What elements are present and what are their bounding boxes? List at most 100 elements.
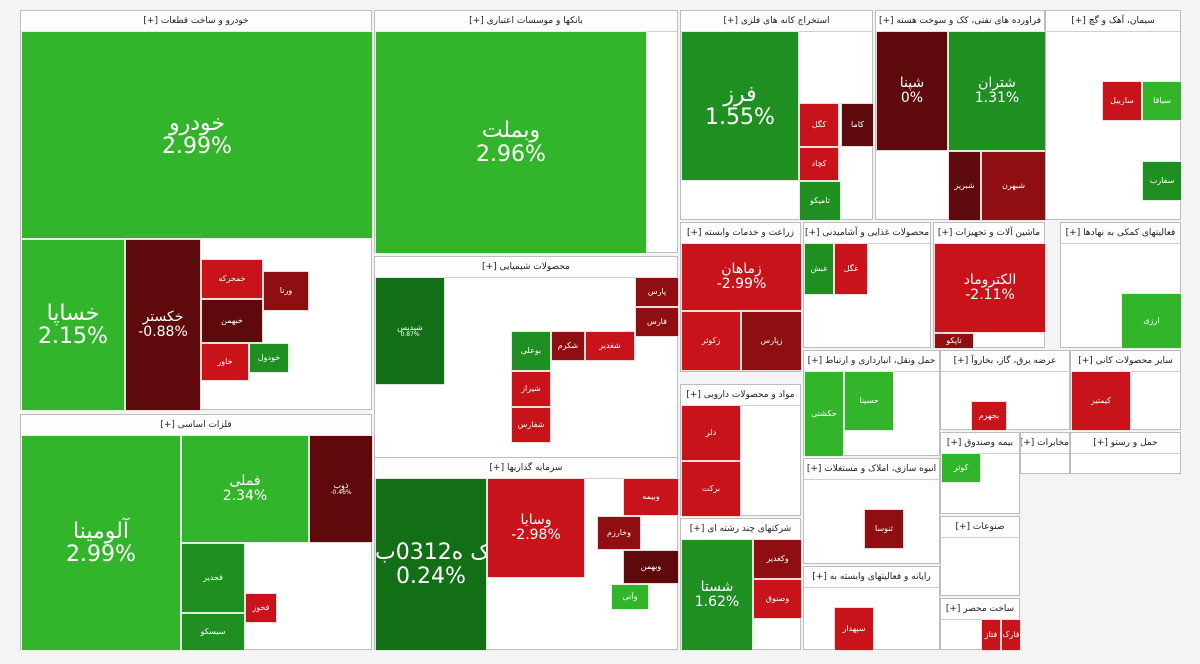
stock-tile[interactable]: شبریز [948, 151, 981, 221]
sector-header[interactable]: فعالیتهای کمکی به نهادها [+] [1061, 223, 1180, 244]
stock-tile[interactable]: الکتروماد -2.11% [934, 243, 1046, 333]
stock-tile[interactable]: زماهان -2.99% [681, 243, 802, 311]
stock-tile[interactable]: خودرو 2.99% [21, 31, 373, 239]
stock-tile[interactable]: خاور [201, 343, 249, 381]
stock-tile[interactable]: خودول [249, 343, 289, 373]
stock-tile[interactable]: کیمتیر [1071, 371, 1131, 431]
tile-change-percent: 1.55% [705, 105, 775, 130]
tile-symbol: کاما [851, 119, 864, 129]
stock-tile[interactable]: فملی 2.34% [181, 435, 309, 543]
sector-header[interactable]: فراورده های نفتی، کک و سوخت هسته [+] [876, 11, 1044, 32]
stock-tile[interactable]: فجدیر [181, 543, 245, 613]
tile-symbol: ارزی [1143, 315, 1160, 325]
sector-header[interactable]: مخابرات [+] [1021, 433, 1069, 454]
sector-header[interactable]: استخراج کانه های فلزی [+] [681, 11, 872, 32]
stock-tile[interactable]: بوعلی [511, 331, 551, 371]
tile-symbol: سیک ه0312ب01 [375, 540, 486, 566]
stock-tile[interactable]: خکستر -0.88% [125, 239, 201, 411]
stock-tile[interactable]: خمحرکه [201, 259, 263, 299]
stock-tile[interactable]: ثنوسا [864, 509, 904, 549]
sector-header[interactable]: سایر محصولات کانی [+] [1071, 351, 1180, 372]
stock-tile[interactable]: سیک ه0312ب010.24% [375, 478, 487, 651]
stock-tile[interactable]: زکوثر [681, 311, 741, 371]
stock-tile[interactable]: تاپکو [934, 333, 974, 349]
stock-tile[interactable]: خساپا 2.15% [21, 239, 125, 411]
stock-tile[interactable]: شپنا 0% [876, 31, 948, 151]
sector-header[interactable]: حمل ونقل، انبارداری و ارتباط [+] [804, 351, 939, 372]
sector-header[interactable]: زراعت و خدمات وابسته [+] [681, 223, 800, 244]
tile-symbol: پارس [647, 286, 667, 296]
sector-header[interactable]: بانکها و موسسات اعتباری [+] [375, 11, 677, 32]
sector-header[interactable]: ماشین آلات و تجهیزات [+] [934, 223, 1044, 244]
tile-symbol: فخوز [252, 602, 270, 612]
stock-tile[interactable]: شتران 1.31% [948, 31, 1046, 151]
stock-tile[interactable]: ورنا [263, 271, 309, 311]
stock-tile[interactable]: بجهرم [971, 401, 1007, 431]
stock-tile[interactable]: سفارب [1142, 161, 1182, 201]
stock-tile[interactable]: فخوز [245, 593, 277, 623]
sector-header[interactable]: شرکتهای چند رشته ای [+] [681, 519, 800, 540]
stock-tile[interactable]: خبهمن [201, 299, 263, 343]
tile-symbol: سفارب [1149, 175, 1175, 185]
sector-header[interactable]: خودرو و ساخت قطعات [+] [21, 11, 371, 32]
stock-tile[interactable]: حسینا [844, 371, 894, 431]
stock-tile[interactable]: وخارزم [597, 516, 641, 550]
stock-tile[interactable]: فرز 1.55% [681, 31, 799, 181]
stock-tile[interactable]: شکرم [551, 331, 585, 361]
sector-header[interactable]: محصولات شیمیایی [+] [375, 257, 677, 278]
stock-tile[interactable]: شپدیس 0.87% [375, 277, 445, 385]
tile-symbol: شتران [978, 75, 1016, 92]
stock-tile[interactable]: آلومینا 2.99% [21, 435, 181, 651]
stock-tile[interactable]: غگل [834, 243, 868, 295]
stock-tile[interactable]: شیراز [511, 371, 551, 407]
stock-tile[interactable]: وسایا -2.98% [487, 478, 585, 578]
stock-tile[interactable]: وبیمه [623, 478, 679, 516]
sector-header[interactable]: محصولات غذایی و آشامیدنی [+] [804, 223, 930, 244]
sector-header[interactable]: حمل و رستو [+] [1071, 433, 1180, 454]
stock-tile[interactable]: کچاد [799, 147, 839, 181]
stock-tile[interactable]: شبهرن [981, 151, 1046, 221]
stock-tile[interactable]: شستا 1.62% [681, 539, 753, 651]
tile-change-percent: 2.99% [66, 542, 136, 567]
stock-tile[interactable]: دلر [681, 405, 741, 461]
stock-tile[interactable]: کاما [841, 103, 874, 147]
stock-tile[interactable]: وآتی [611, 584, 649, 610]
sector-header[interactable]: عرضه برق، گاز، بخاروآ [+] [941, 351, 1069, 372]
stock-tile[interactable]: پارس [635, 277, 679, 307]
sector-header[interactable]: فلزات اساسی [+] [21, 415, 371, 436]
sector-header[interactable]: صنوعات [+] [941, 517, 1019, 538]
sector-header[interactable]: ساخت محصر [+] [941, 599, 1019, 620]
tile-symbol: تاپکو [946, 335, 962, 345]
sector-header[interactable]: رایانه و فعالیتهای وابسته به [+] [804, 567, 939, 588]
stock-tile[interactable]: وصنوق [753, 579, 802, 619]
sector-header[interactable]: سرمایه گذاریها [+] [375, 458, 677, 479]
stock-tile[interactable]: وبملت 2.96% [375, 31, 647, 254]
stock-tile[interactable]: فارک [1001, 619, 1021, 651]
stock-tile[interactable]: غبش [804, 243, 834, 295]
sector-header[interactable]: مواد و محصولات دارویی [+] [681, 385, 800, 406]
stock-tile[interactable]: شغدیر [585, 331, 635, 361]
stock-tile[interactable]: فارس [635, 307, 679, 337]
sector-header[interactable]: انبوه سازی، املاک و مستغلات [+] [804, 459, 939, 480]
tile-symbol: الکتروماد [963, 272, 1017, 289]
stock-tile[interactable]: برکت [681, 461, 741, 517]
stock-tile[interactable]: وبهمن [623, 550, 679, 584]
tile-symbol: وسایا [520, 512, 552, 529]
stock-tile[interactable]: فتاز [981, 619, 1001, 651]
sector-header[interactable]: بیمه وصندوق [+] [941, 433, 1019, 454]
stock-tile[interactable]: زپارس [741, 311, 802, 371]
sector-header[interactable]: سیمان، آهک و گچ [+] [1046, 11, 1180, 32]
stock-tile[interactable]: کوثر [941, 453, 981, 483]
stock-tile[interactable]: سباقا [1142, 81, 1182, 121]
tile-symbol: خودول [257, 352, 281, 362]
stock-tile[interactable]: تامیکو [799, 181, 841, 221]
stock-tile[interactable]: ارزی [1121, 293, 1182, 349]
stock-tile[interactable]: کگل [799, 103, 839, 147]
stock-tile[interactable]: سپهدار [834, 607, 874, 651]
stock-tile[interactable]: وکغدیر [753, 539, 802, 579]
stock-tile[interactable]: حکشتی [804, 371, 844, 457]
stock-tile[interactable]: ذوب -0.46% [309, 435, 373, 543]
stock-tile[interactable]: شفارس [511, 407, 551, 443]
stock-tile[interactable]: ساربیل [1102, 81, 1142, 121]
stock-tile[interactable]: سیسکو [181, 613, 245, 651]
